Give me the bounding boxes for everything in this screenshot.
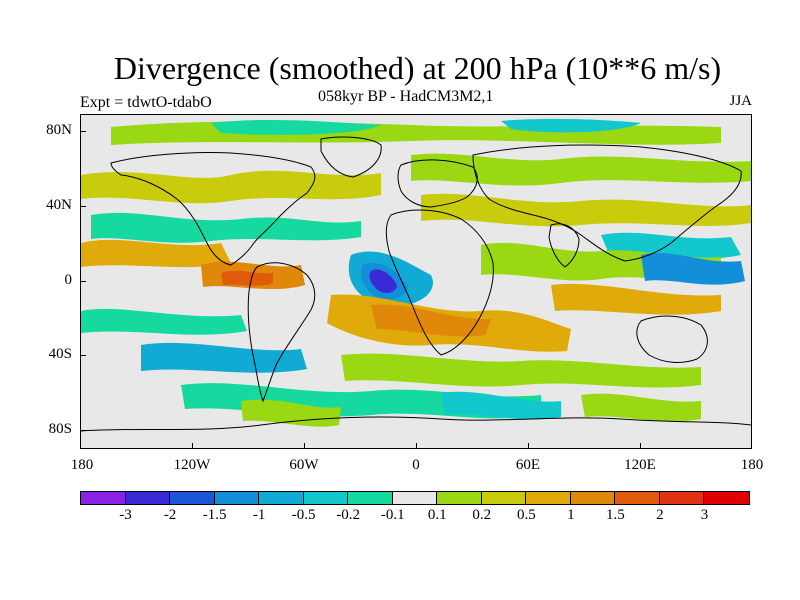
coastline-antarctica — [81, 416, 751, 432]
lat-tick — [80, 206, 86, 207]
coastline-india — [548, 223, 580, 268]
lon-label: 120E — [624, 457, 656, 473]
colorbar-swatch — [437, 492, 482, 504]
lat-tick — [80, 131, 86, 132]
field-blob — [371, 304, 491, 337]
colorbar-level-label: 0.1 — [427, 507, 447, 523]
lon-tick — [416, 443, 417, 449]
lon-tick — [192, 443, 193, 449]
lon-label: 60W — [289, 457, 319, 473]
colorbar-level-label: -0.1 — [380, 507, 405, 523]
colorbar-swatch — [615, 492, 660, 504]
colorbar-level-label: -0.2 — [336, 507, 361, 523]
colorbar-swatch — [481, 492, 527, 504]
field-blob — [241, 399, 341, 427]
lat-tick — [80, 430, 86, 431]
experiment-label: Expt = tdwtO-tdabO — [80, 94, 212, 111]
lon-tick — [528, 443, 529, 449]
coastline-greenland — [320, 136, 382, 178]
field-blob — [641, 252, 745, 285]
coastline-south-america — [247, 262, 316, 403]
colorbar-swatch — [170, 492, 215, 504]
colorbar-level-label: -1.5 — [202, 507, 227, 523]
colorbar-swatch — [392, 492, 438, 504]
colorbar-level-label: 3 — [700, 507, 709, 523]
map-panel — [80, 114, 752, 449]
colorbar-level-label: -1 — [252, 507, 266, 523]
lon-label: 180 — [70, 457, 94, 473]
field-blob — [411, 153, 751, 186]
colorbar-swatch — [214, 492, 260, 504]
lon-label: 0 — [412, 457, 420, 473]
colorbar-level-label: 0.5 — [516, 507, 536, 523]
coastlines — [81, 136, 751, 432]
lat-label: 80S — [48, 421, 72, 437]
field-blob — [81, 170, 381, 204]
lon-label: 60E — [515, 457, 541, 473]
lat-label: 40N — [46, 197, 72, 213]
plot-title: Divergence (smoothed) at 200 hPa (10**6 … — [113, 50, 722, 86]
field-blob — [81, 308, 247, 335]
divergence-map — [81, 115, 751, 448]
field-blob — [91, 212, 361, 243]
field-blob — [81, 239, 231, 268]
colorbar-swatch — [570, 492, 616, 504]
colorbar-swatch — [526, 492, 571, 504]
divergence-field — [81, 118, 751, 427]
colorbar-swatch — [125, 492, 171, 504]
colorbar-swatch — [659, 492, 705, 504]
lon-label: 120W — [173, 457, 211, 473]
lat-label: 80N — [46, 122, 72, 138]
colorbar-level-label: 0.2 — [472, 507, 492, 523]
colorbar-level-label: 2 — [656, 507, 664, 523]
coastline-asia — [472, 144, 742, 262]
season-label: JJA — [729, 93, 752, 109]
field-blob — [581, 393, 701, 422]
lon-tick — [640, 443, 641, 449]
lon-label: 180 — [740, 457, 764, 473]
colorbar-level-label: 1.5 — [606, 507, 625, 523]
field-blob — [501, 118, 641, 133]
coastline-australia — [636, 315, 708, 363]
field-blob — [341, 353, 701, 388]
lon-tick — [304, 443, 305, 449]
colorbar-level-label: -0.5 — [291, 507, 316, 523]
coastline-europe — [397, 159, 478, 208]
field-blob — [421, 193, 751, 227]
coastline-north-america — [110, 151, 316, 266]
lat-label: 40S — [48, 346, 72, 362]
colorbar — [80, 491, 750, 505]
lat-tick — [80, 355, 86, 356]
colorbar-swatch — [259, 492, 304, 504]
field-blob — [141, 342, 307, 373]
colorbar-swatch — [348, 492, 393, 504]
field-blob — [369, 269, 397, 293]
lat-tick — [80, 281, 86, 282]
field-blob — [441, 391, 561, 420]
lat-label: 0 — [64, 272, 73, 288]
colorbar-level-label: 1 — [567, 507, 575, 523]
coastline-africa — [385, 209, 494, 356]
field-blob — [551, 283, 721, 315]
colorbar-swatch — [81, 492, 126, 504]
field-blob — [221, 270, 273, 286]
colorbar-swatch — [303, 492, 349, 504]
model-label: 058kyr BP - HadCM3M2,1 — [318, 88, 494, 105]
colorbar-swatch — [704, 492, 749, 504]
colorbar-level-label: -3 — [119, 507, 132, 523]
field-blob — [211, 119, 381, 135]
colorbar-level-label: -2 — [163, 507, 177, 523]
